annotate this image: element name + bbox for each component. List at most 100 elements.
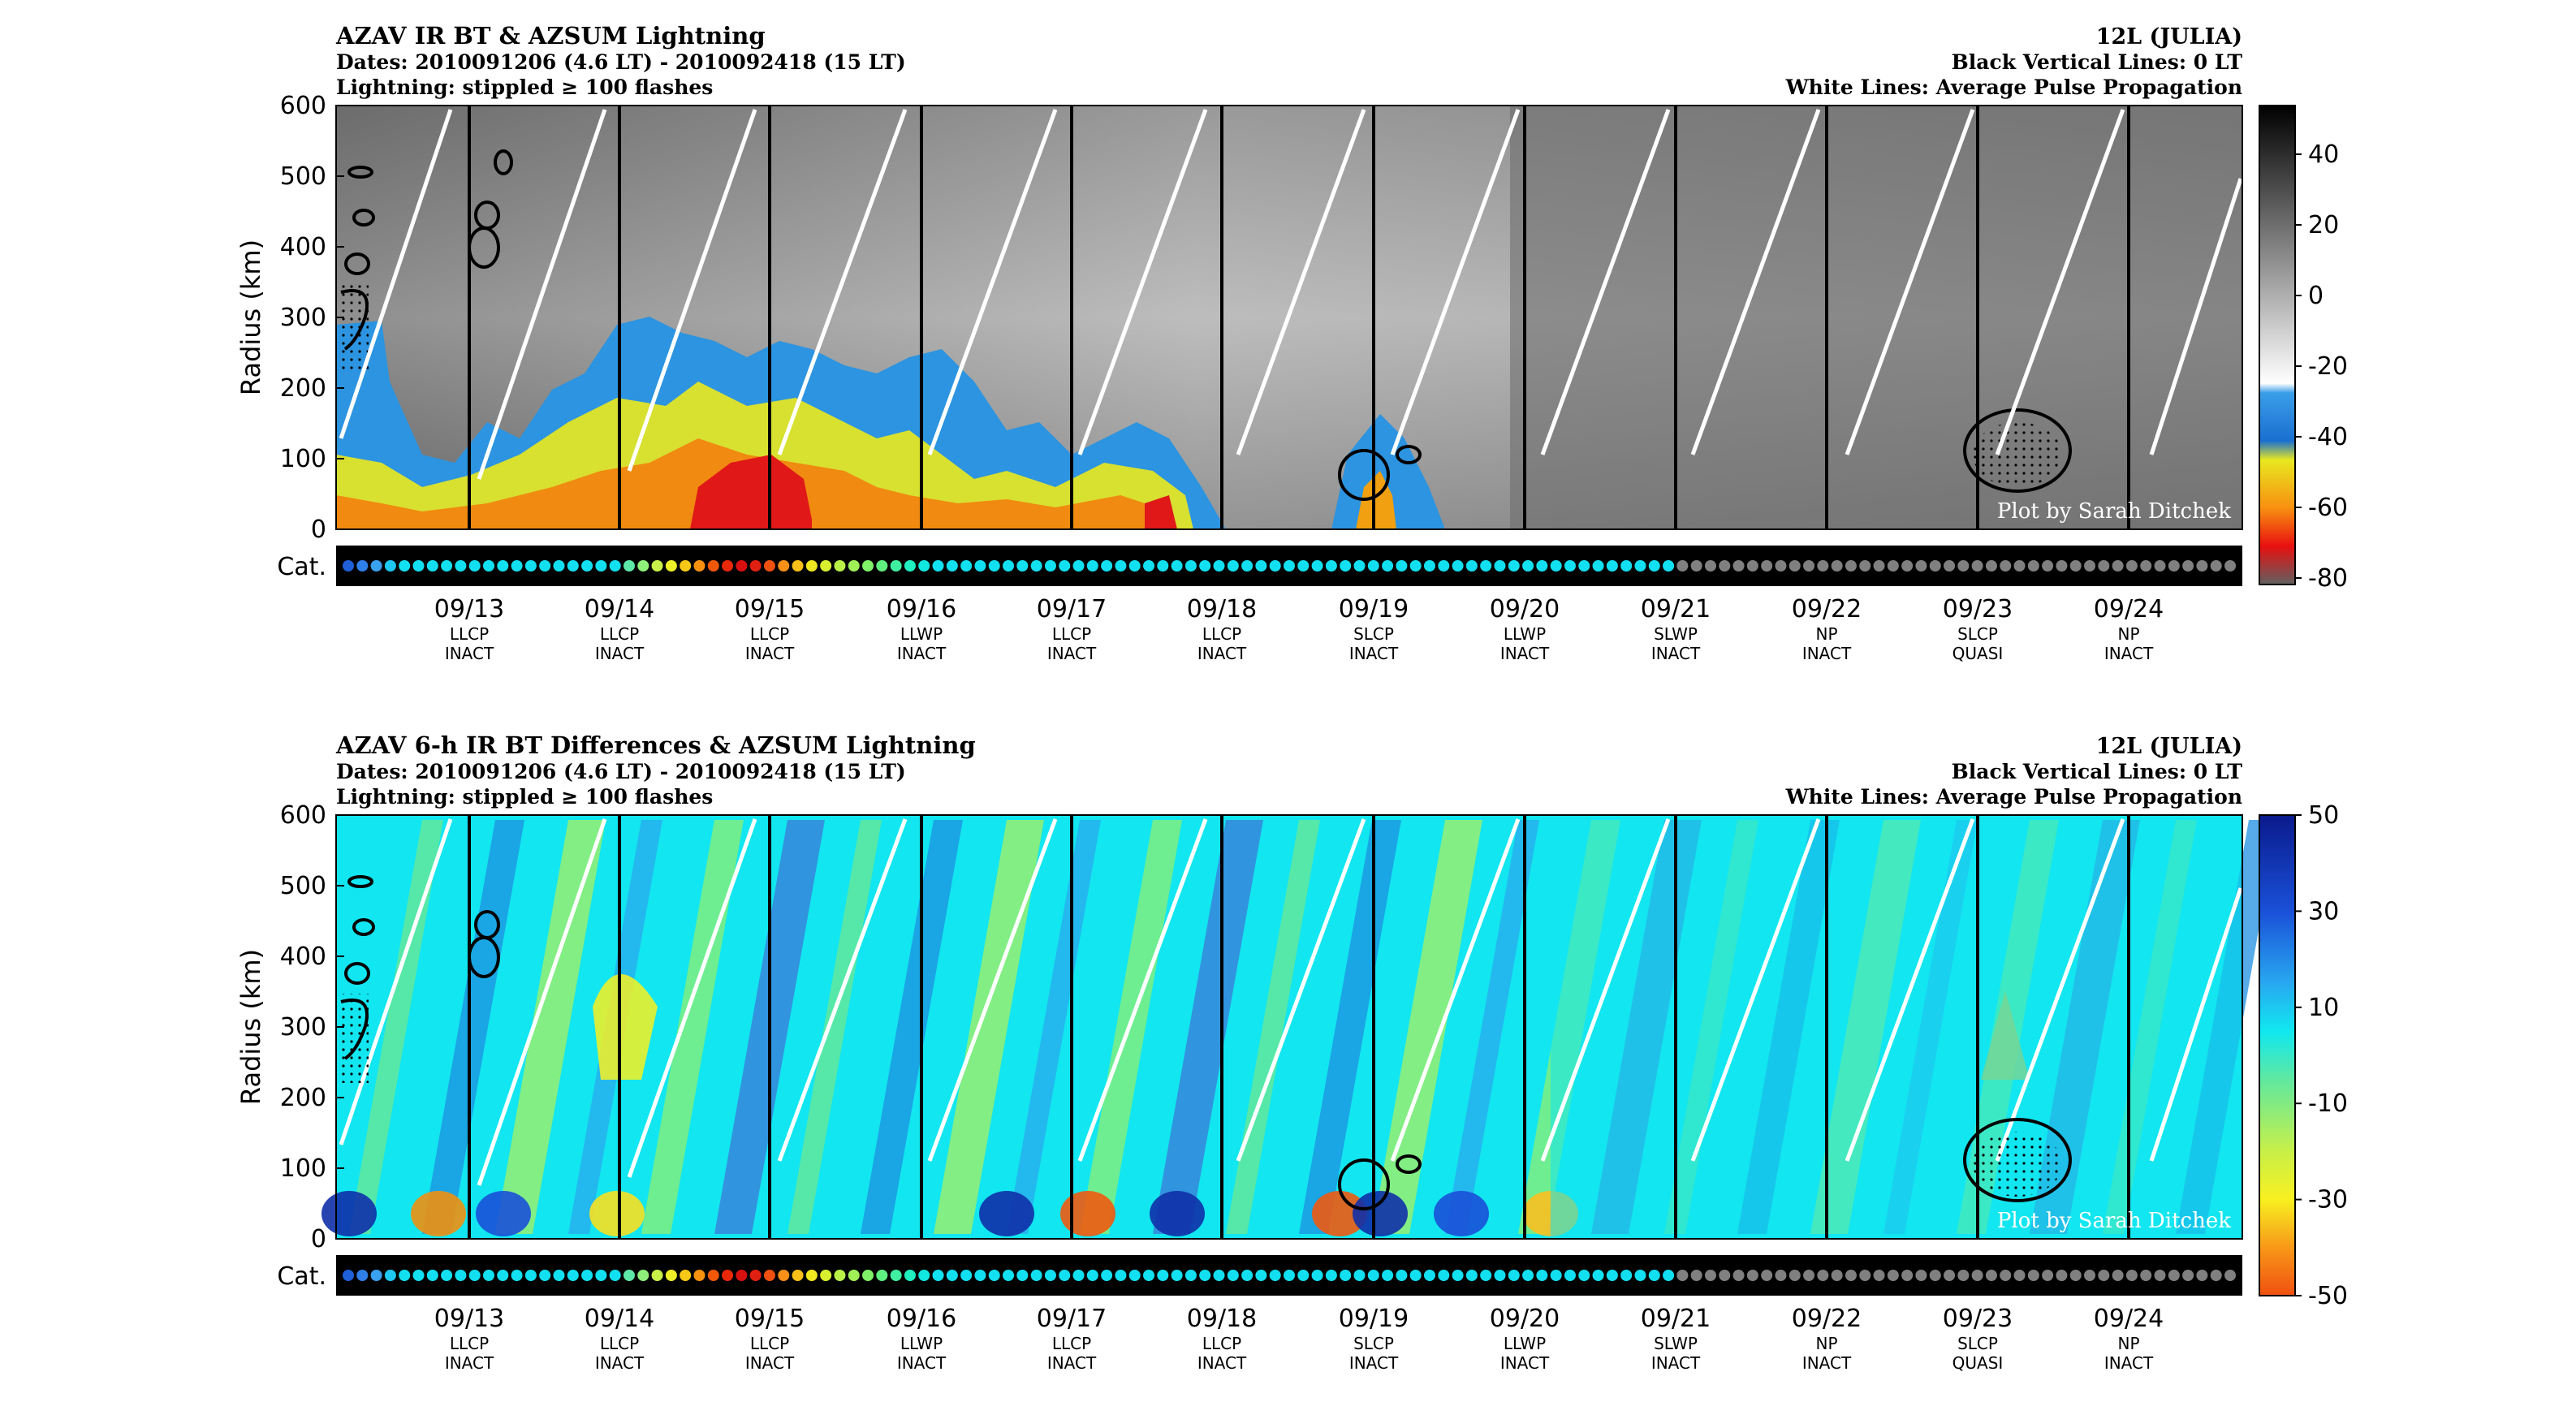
category-dot: [1157, 1270, 1169, 1281]
x-tick-phase: LLCP: [450, 624, 489, 644]
category-dot: [876, 560, 888, 572]
category-dot: [1887, 1270, 1899, 1281]
category-dot: [1831, 1270, 1843, 1281]
x-tick-date: 09/18: [1187, 595, 1257, 623]
x-tick-activity: INACT: [445, 1353, 494, 1373]
colorbar-ticks-2: 50 30 10 -10 -30 -50: [2295, 801, 2348, 1310]
category-dot: [749, 560, 762, 572]
category-dot: [1241, 560, 1253, 572]
core-signal: [476, 1191, 531, 1236]
category-dot: [370, 560, 382, 572]
category-dot: [497, 1270, 509, 1281]
category-dot: [497, 560, 509, 572]
category-dot: [2056, 1270, 2068, 1281]
category-dot: [1817, 1270, 1829, 1281]
category-dot: [468, 560, 481, 572]
y-tick-label: 600: [280, 92, 326, 120]
category-dot: [1284, 1270, 1295, 1281]
category-dot: [1465, 1270, 1478, 1281]
core-signal: [1150, 1191, 1205, 1236]
category-dot: [988, 1270, 1000, 1281]
category-dot: [2098, 1270, 2110, 1281]
category-dot: [1775, 560, 1787, 572]
category-dot: [2140, 1270, 2152, 1281]
panel-2-title: AZAV 6-h IR BT Differences & AZSUM Light…: [335, 731, 976, 759]
category-dot: [834, 1270, 846, 1281]
x-tick-phase: NP: [1815, 1334, 1837, 1353]
category-dot: [1016, 560, 1029, 572]
category-dot: [707, 560, 719, 572]
x-tick-activity: INACT: [745, 644, 795, 663]
category-dot: [524, 1270, 537, 1281]
category-dot: [1059, 1270, 1071, 1281]
category-dot: [1732, 560, 1745, 572]
category-dot: [553, 560, 565, 572]
category-dot: [1311, 1270, 1323, 1281]
category-dot: [2196, 560, 2208, 572]
category-dot: [1423, 1270, 1435, 1281]
category-dot: [722, 560, 734, 572]
category-dot: [1803, 560, 1815, 572]
category-dot: [609, 560, 621, 572]
category-dot: [1915, 560, 1927, 572]
category-dot: [1859, 560, 1871, 572]
category-dot: [1915, 1270, 1927, 1281]
x-tick-activity: INACT: [1197, 644, 1247, 663]
x-tick-date: 09/24: [2094, 595, 2164, 623]
lightning-stipple-1a: [336, 284, 369, 373]
x-tick-activity: INACT: [595, 1353, 645, 1373]
colorbar-1: [2259, 105, 2296, 585]
colorbar-2: [2259, 814, 2296, 1296]
x-tick-activity: INACT: [1349, 644, 1399, 663]
category-dot: [1944, 560, 1956, 572]
lightning-stipple-1b: [1973, 422, 2062, 487]
colorbar-tick-label: 10: [2308, 994, 2339, 1022]
x-tick-activity: INACT: [1500, 1353, 1550, 1373]
core-signal: [1312, 1191, 1367, 1236]
category-dot: [763, 1270, 775, 1281]
category-dot: [876, 1270, 888, 1281]
category-dot: [1382, 1270, 1394, 1281]
core-signal: [321, 1191, 377, 1236]
x-tick-phase: LLCP: [750, 624, 789, 644]
y-tick-label: 0: [311, 1225, 326, 1253]
category-dot: [384, 560, 396, 572]
x-tick-activity: INACT: [2104, 1353, 2154, 1373]
category-dot: [834, 560, 846, 572]
category-dot: [820, 560, 832, 572]
colorbar-tick-label: 30: [2308, 897, 2339, 925]
colorbar-tick-label: 40: [2308, 140, 2339, 169]
category-dot: [1213, 1270, 1225, 1281]
x-tick-date: 09/18: [1187, 1305, 1257, 1333]
category-dot: [736, 560, 748, 572]
category-dot: [1199, 1270, 1211, 1281]
x-tick-activity: INACT: [1047, 1353, 1097, 1373]
category-dot: [2168, 560, 2180, 572]
category-dot: [1297, 1270, 1310, 1281]
category-dot: [680, 1270, 692, 1281]
category-dot: [1143, 1270, 1155, 1281]
colorbar-tick-label: 20: [2308, 211, 2339, 239]
category-dot: [2027, 1270, 2039, 1281]
category-dot: [1184, 560, 1197, 572]
category-dot: [1086, 1270, 1098, 1281]
category-dot: [1044, 1270, 1056, 1281]
category-dot: [1901, 560, 1914, 572]
category-dot: [778, 560, 790, 572]
category-dot: [904, 1270, 916, 1281]
category-dot: [820, 1270, 832, 1281]
category-dot: [2042, 1270, 2054, 1281]
category-dot: [2154, 1270, 2166, 1281]
y-tick-label: 500: [280, 162, 326, 191]
category-dot: [862, 1270, 874, 1281]
diff-band: [1007, 820, 1101, 1234]
panel-2-cat-label: Cat.: [277, 1262, 326, 1291]
x-tick-activity: QUASI: [1952, 1353, 2004, 1373]
category-dot: [1325, 1270, 1337, 1281]
panel-1-ylabel: Radius (km): [235, 239, 266, 395]
category-dot: [1971, 1270, 1983, 1281]
core-signal: [1353, 1191, 1408, 1236]
colorbar-tick-label: -20: [2308, 352, 2348, 381]
x-tick-date: 09/14: [585, 1305, 654, 1333]
category-dot: [595, 560, 607, 572]
